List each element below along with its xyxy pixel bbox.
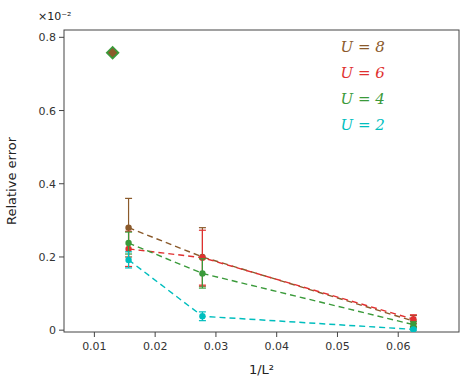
y-tick-label: 0.2 bbox=[39, 251, 57, 264]
error-bar bbox=[125, 252, 132, 268]
error-bar-cap bbox=[125, 198, 132, 199]
point bbox=[125, 224, 131, 230]
point bbox=[199, 270, 205, 276]
x-tick bbox=[276, 332, 277, 337]
series bbox=[125, 230, 417, 323]
error-bar-cap bbox=[125, 251, 132, 252]
error-bar-cap bbox=[199, 320, 206, 321]
legend-entry: U = 8 bbox=[341, 38, 385, 56]
error-bar-cap bbox=[199, 230, 206, 231]
annotation: ×10⁻² bbox=[38, 10, 71, 23]
error-bar-cap bbox=[199, 258, 206, 259]
x-tick bbox=[215, 332, 216, 337]
y-axis-label: Relative error bbox=[4, 136, 19, 225]
legend-entry: U = 4 bbox=[341, 90, 385, 108]
x-tick bbox=[155, 332, 156, 337]
x-tick bbox=[337, 332, 338, 337]
y-tick-label: 0 bbox=[49, 324, 56, 337]
point bbox=[199, 254, 205, 260]
plot-frame bbox=[64, 30, 459, 332]
x-axis-label: 1/L² bbox=[249, 362, 274, 377]
error-bar bbox=[199, 259, 206, 288]
x-axis: 0.01 0.02 0.03 0.04 0.05 0.06 bbox=[82, 332, 410, 353]
point bbox=[125, 240, 131, 246]
series-line bbox=[129, 249, 414, 319]
y-tick-label: 0.6 bbox=[39, 105, 57, 118]
error-bar-cap bbox=[125, 267, 132, 268]
diamond-marker bbox=[108, 48, 117, 57]
y-tick bbox=[59, 330, 64, 331]
error-bar-cap bbox=[125, 231, 132, 232]
error-bar-cap bbox=[199, 227, 206, 228]
series-line bbox=[129, 260, 414, 330]
x-tick-label: 0.05 bbox=[325, 340, 350, 353]
plot-marks bbox=[106, 46, 417, 332]
point bbox=[410, 326, 416, 332]
x-tick-label: 0.03 bbox=[204, 340, 229, 353]
point bbox=[199, 313, 205, 319]
series bbox=[125, 232, 417, 328]
y-tick-label: 0.4 bbox=[39, 178, 57, 191]
error-bar bbox=[125, 198, 132, 257]
legend-entry: U = 6 bbox=[341, 64, 386, 82]
error-bar-cap bbox=[199, 287, 206, 288]
legend: U = 8 U = 6 U = 4 U = 2 bbox=[341, 38, 386, 134]
y-tick bbox=[59, 110, 64, 111]
series bbox=[125, 252, 417, 332]
y-tick-label: 0.8 bbox=[39, 31, 57, 44]
y-tick bbox=[59, 256, 64, 257]
point bbox=[125, 257, 131, 263]
y-tick bbox=[59, 183, 64, 184]
error-bar bbox=[125, 231, 132, 266]
error-bar-cap bbox=[125, 231, 132, 232]
chart: 0 0.2 0.4 0.6 0.8 0.01 0.02 0.03 0.04 0.05 0.06 1/L… bbox=[0, 0, 474, 389]
error-bar-cap bbox=[199, 311, 206, 312]
series-line bbox=[129, 243, 414, 325]
point bbox=[410, 316, 416, 322]
series bbox=[125, 198, 417, 326]
x-tick-label: 0.04 bbox=[264, 340, 289, 353]
error-bar-cap bbox=[410, 314, 417, 315]
x-tick bbox=[398, 332, 399, 337]
x-tick-label: 0.02 bbox=[143, 340, 168, 353]
x-tick bbox=[94, 332, 95, 337]
y-axis: 0 0.2 0.4 0.6 0.8 bbox=[39, 31, 65, 337]
x-tick-label: 0.01 bbox=[82, 340, 107, 353]
error-bar bbox=[125, 232, 132, 254]
y-tick bbox=[59, 37, 64, 38]
diamond-marker bbox=[106, 46, 120, 60]
legend-entry: U = 2 bbox=[341, 116, 385, 134]
series-line bbox=[129, 228, 414, 321]
error-bar bbox=[199, 312, 206, 321]
x-tick-label: 0.06 bbox=[386, 340, 411, 353]
